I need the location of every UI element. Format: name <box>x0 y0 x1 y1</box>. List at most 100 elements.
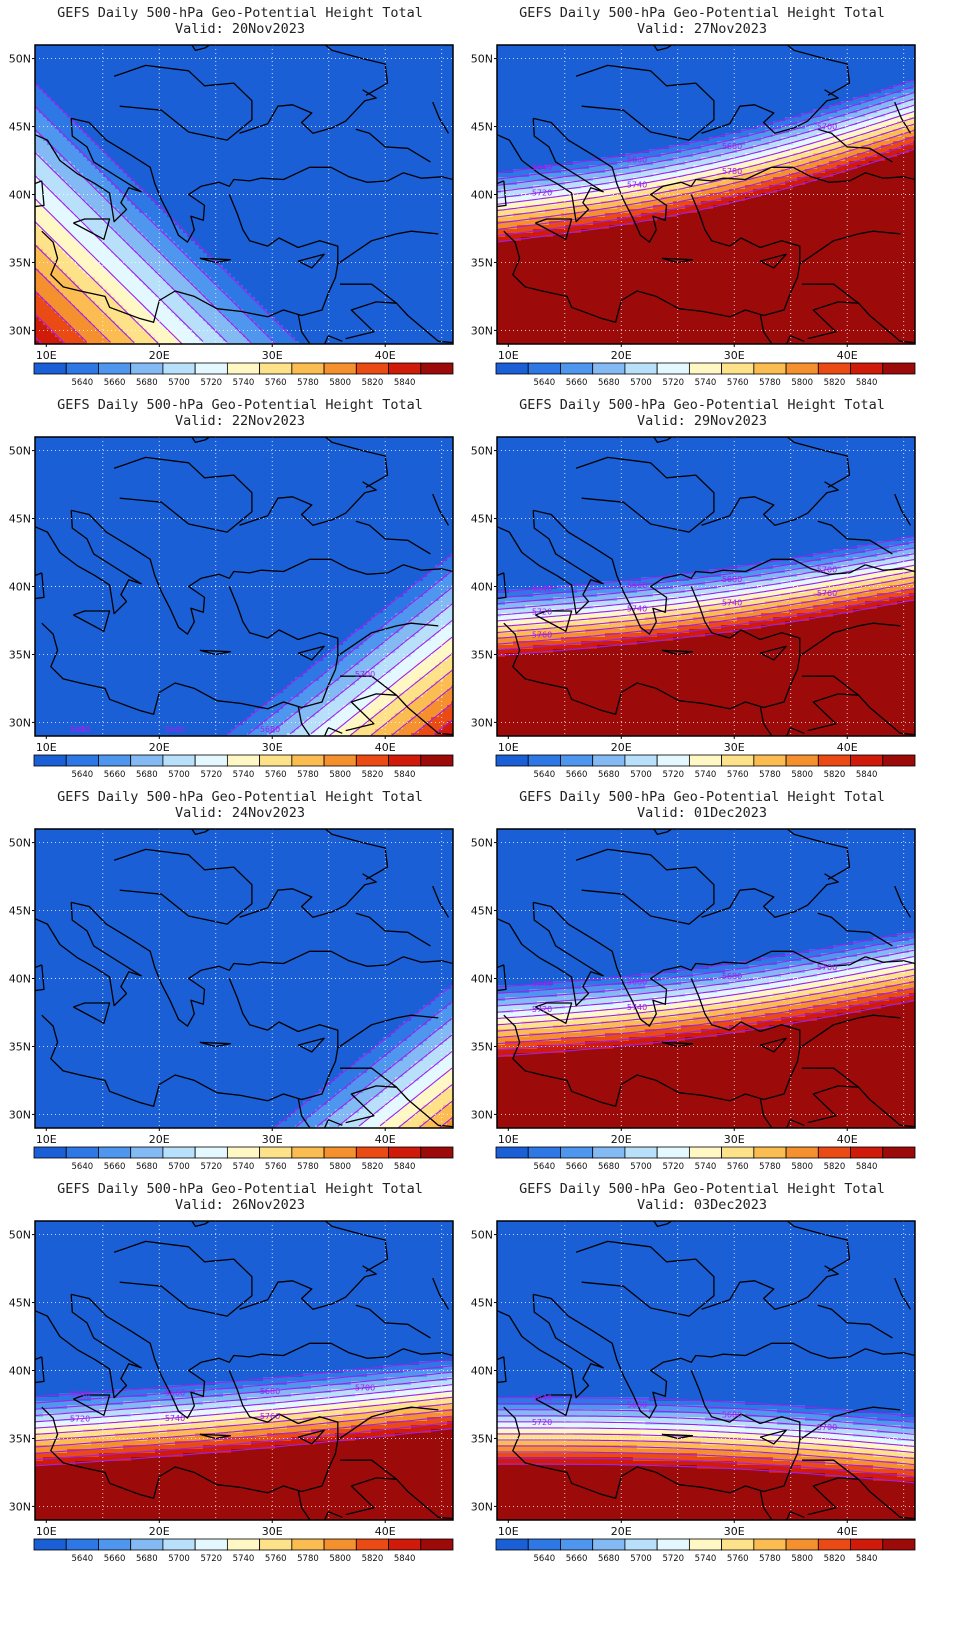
field-cell <box>343 125 348 130</box>
field-cell <box>243 101 248 106</box>
field-cell <box>119 161 124 166</box>
field-cell <box>243 145 248 150</box>
field-cell <box>139 153 144 158</box>
field-cell <box>111 93 116 98</box>
field-cell <box>191 125 196 130</box>
field-cell <box>171 113 176 118</box>
field-cell <box>323 189 328 194</box>
field-cell <box>207 161 212 166</box>
field-cell <box>43 129 48 134</box>
field-cell <box>335 57 340 62</box>
field-cell <box>103 57 108 62</box>
field-cell <box>339 69 344 74</box>
field-cell <box>279 165 284 170</box>
field-cell <box>299 133 304 138</box>
field-cell <box>339 101 344 106</box>
field-cell <box>267 53 272 58</box>
field-cell <box>231 193 236 198</box>
field-cell <box>371 189 376 194</box>
field-cell <box>231 69 236 74</box>
field-cell <box>291 69 296 74</box>
field-cell <box>415 101 420 106</box>
field-cell <box>255 61 260 66</box>
field-cell <box>355 209 360 214</box>
field-cell <box>351 161 356 166</box>
field-cell <box>135 49 140 54</box>
field-cell <box>143 141 148 146</box>
field-cell <box>431 209 436 214</box>
field-cell <box>403 153 408 158</box>
field-cell <box>195 69 200 74</box>
field-cell <box>95 157 100 162</box>
field-cell <box>59 61 64 66</box>
field-cell <box>447 201 452 206</box>
field-cell <box>271 161 276 166</box>
field-cell <box>435 73 440 78</box>
field-cell <box>339 201 344 206</box>
field-cell <box>175 105 180 110</box>
field-cell <box>315 49 320 54</box>
field-cell <box>279 201 284 206</box>
field-cell <box>211 209 216 214</box>
field-cell <box>367 69 372 74</box>
field-cell <box>283 117 288 122</box>
field-cell <box>355 205 360 210</box>
field-cell <box>171 61 176 66</box>
field-cell <box>183 205 188 210</box>
field-cell <box>427 81 432 86</box>
field-cell <box>311 85 316 90</box>
field-cell <box>423 65 428 70</box>
field-cell <box>67 77 72 82</box>
field-cell <box>391 221 396 226</box>
field-cell <box>411 177 416 182</box>
field-cell <box>427 221 432 226</box>
field-cell <box>203 129 208 134</box>
field-cell <box>91 145 96 150</box>
field-cell <box>219 213 224 218</box>
field-cell <box>219 189 224 194</box>
field-cell <box>239 141 244 146</box>
field-cell <box>259 209 264 214</box>
field-cell <box>71 97 76 102</box>
field-cell <box>283 221 288 226</box>
field-cell <box>223 101 228 106</box>
field-cell <box>395 85 400 90</box>
field-cell <box>423 209 428 214</box>
field-cell <box>279 197 284 202</box>
field-cell <box>379 89 384 94</box>
field-cell <box>419 149 424 154</box>
field-cell <box>87 61 92 66</box>
field-cell <box>123 157 128 162</box>
field-cell <box>199 189 204 194</box>
field-cell <box>327 221 332 226</box>
field-cell <box>323 177 328 182</box>
field-cell <box>135 233 140 238</box>
field-cell <box>415 217 420 222</box>
field-cell <box>327 189 332 194</box>
field-cell <box>439 125 444 130</box>
field-cell <box>79 77 84 82</box>
field-cell <box>391 121 396 126</box>
field-cell <box>151 53 156 58</box>
field-cell <box>311 169 316 174</box>
field-cell <box>255 149 260 154</box>
field-cell <box>343 145 348 150</box>
field-cell <box>283 153 288 158</box>
field-cell <box>263 185 268 190</box>
field-cell <box>75 185 80 190</box>
field-cell <box>147 53 152 58</box>
field-cell <box>379 97 384 102</box>
field-cell <box>95 197 100 202</box>
field-cell <box>111 77 116 82</box>
field-cell <box>311 189 316 194</box>
field-cell <box>291 85 296 90</box>
field-cell <box>243 189 248 194</box>
field-cell <box>183 85 188 90</box>
field-cell <box>67 177 72 182</box>
field-cell <box>331 173 336 178</box>
field-cell <box>179 141 184 146</box>
field-cell <box>411 93 416 98</box>
field-cell <box>163 133 168 138</box>
field-cell <box>359 145 364 150</box>
field-cell <box>79 189 84 194</box>
